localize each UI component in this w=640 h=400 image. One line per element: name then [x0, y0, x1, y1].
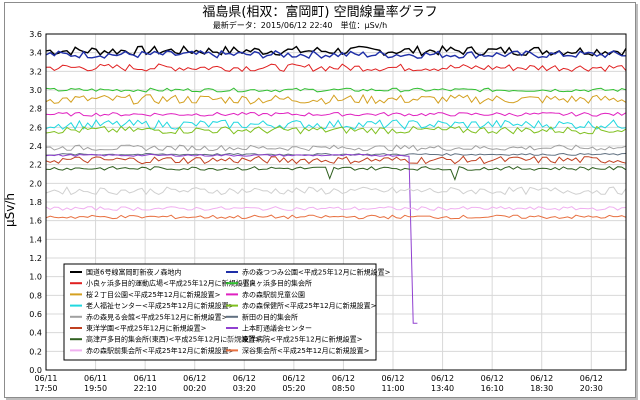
x-tick-date: 06/12	[431, 374, 454, 383]
series-line	[45, 214, 627, 220]
legend-entry: 小良ヶ浜多目的運動広場<平成25年12月に新規設置>	[86, 279, 256, 288]
y-tick-label: 3.0	[29, 86, 42, 95]
series-line	[45, 93, 627, 105]
x-tick-labels: 06/1117:5006/1119:5006/1122:1006/1200:20…	[34, 374, 602, 393]
y-tick-label: 3.4	[29, 49, 42, 58]
x-tick-time: 13:40	[431, 384, 454, 393]
series-line	[45, 153, 418, 324]
y-tick-label: 0.0	[29, 366, 42, 375]
y-tick-label: 0.2	[29, 347, 42, 356]
y-tick-label: 1.0	[29, 273, 42, 282]
x-tick-time: 11:00	[381, 384, 404, 393]
y-tick-labels: 0.0 0.2 0.4 0.6 0.8 1.0 1.2 1.4 1.6 1.8 2.0 2.2 2.4 2…	[29, 30, 42, 375]
legend-entry: 東洋学園<平成25年12月に新規設置>	[86, 324, 207, 333]
y-tick-label: 2.4	[29, 142, 42, 151]
chart-subtitle: 最新データ：2015/06/12 22:40 単位：μSv/h	[213, 20, 387, 30]
legend-entry: 赤の森見る会館<平成25年12月に新規設置>	[86, 312, 228, 321]
x-tick-time: 22:10	[134, 384, 157, 393]
y-tick-label: 0.4	[29, 329, 42, 338]
series-lines	[45, 44, 627, 324]
legend-entry: 赤の森駅前集会所<平成25年12月に新規設置>	[86, 346, 235, 355]
x-tick-time: 17:50	[34, 384, 57, 393]
series-line	[45, 165, 627, 182]
legend-entry: 桜２丁目公園<平成25年12月に新規設置>	[86, 290, 221, 299]
x-tick-date: 06/12	[183, 374, 206, 383]
y-tick-label: 0.8	[29, 291, 42, 300]
x-tick-time: 08:50	[332, 384, 355, 393]
y-tick-label: 0.6	[29, 310, 42, 319]
x-tick-time: 00:20	[183, 384, 206, 393]
x-tick-date: 06/11	[84, 374, 107, 383]
plot-border	[45, 33, 627, 371]
series-line	[45, 125, 627, 135]
series-line	[45, 49, 626, 60]
legend: 国道6号線富岡町新夜ノ森地内 赤の森つつみ公園<平成25年12月に新規設置> 小良ヶ…	[63, 263, 391, 361]
x-tick-time: 05:20	[282, 384, 305, 393]
legend-entry: 老人福祉センター<平成25年12月に新規設置>	[86, 301, 235, 310]
x-tick-date: 06/12	[381, 374, 404, 383]
x-tick-time: 16:10	[481, 384, 504, 393]
x-tick-date: 06/12	[530, 374, 553, 383]
legend-entry: 小良ヶ浜多目的集会所	[242, 279, 312, 288]
y-tick-label: 2.2	[29, 161, 42, 170]
legend-box	[63, 263, 377, 361]
series-line	[45, 144, 627, 152]
x-tick-date: 06/12	[580, 374, 603, 383]
y-tick-label: 1.8	[29, 198, 42, 207]
legend-entry: 国道6号線富岡町新夜ノ森地内	[86, 268, 181, 277]
legend-entry: 上本町通議会センター	[242, 324, 312, 333]
x-tick-time: 20:30	[580, 384, 603, 393]
x-tick-date: 06/12	[233, 374, 256, 383]
series-line	[45, 44, 627, 57]
y-tick-label: 3.6	[29, 30, 42, 39]
series-line	[45, 87, 627, 93]
x-tick-date: 06/12	[282, 374, 305, 383]
y-tick-label: 2.6	[29, 123, 42, 132]
x-tick-time: 18:30	[530, 384, 553, 393]
legend-entry: 東洋病院<平成25年12月に新規設置>	[242, 335, 363, 344]
legend-entry: 高津戸多目的集会所(東西)<平成25年12月に新規設置>	[86, 335, 261, 344]
legend-entry: 赤の森保健所<平成25年12月に新規設置>	[242, 301, 377, 310]
x-tick-date: 06/12	[481, 374, 504, 383]
y-tick-label: 3.2	[29, 67, 42, 76]
y-tick-label: 1.2	[29, 254, 42, 263]
x-tick-time: 03:20	[233, 384, 256, 393]
series-line	[45, 111, 627, 117]
series-line	[45, 155, 627, 165]
chart-title: 福島県(相双：富岡町) 空間線量率グラフ	[202, 4, 437, 20]
y-tick-label: 1.6	[29, 217, 42, 226]
y-tick-label: 1.4	[29, 235, 42, 244]
legend-entry: 深谷集会所<平成25年12月に新規設置>	[242, 346, 370, 355]
y-tick-label: 2.8	[29, 105, 42, 114]
x-tick-date: 06/12	[332, 374, 355, 383]
x-tick-time: 19:50	[84, 384, 107, 393]
series-line	[45, 186, 627, 196]
legend-entry: 赤の森駅前児童公園	[242, 290, 305, 299]
x-tick-date: 06/11	[134, 374, 157, 383]
legend-entry: 新田の目的集会所	[242, 312, 298, 321]
y-axis-label: μSv/h	[3, 193, 17, 227]
y-tick-label: 2.0	[29, 179, 42, 188]
legend-entry: 赤の森つつみ公園<平成25年12月に新規設置>	[242, 268, 391, 277]
series-line	[45, 119, 627, 130]
series-line	[45, 63, 627, 72]
series-line	[45, 206, 627, 211]
x-tick-date: 06/11	[34, 374, 57, 383]
